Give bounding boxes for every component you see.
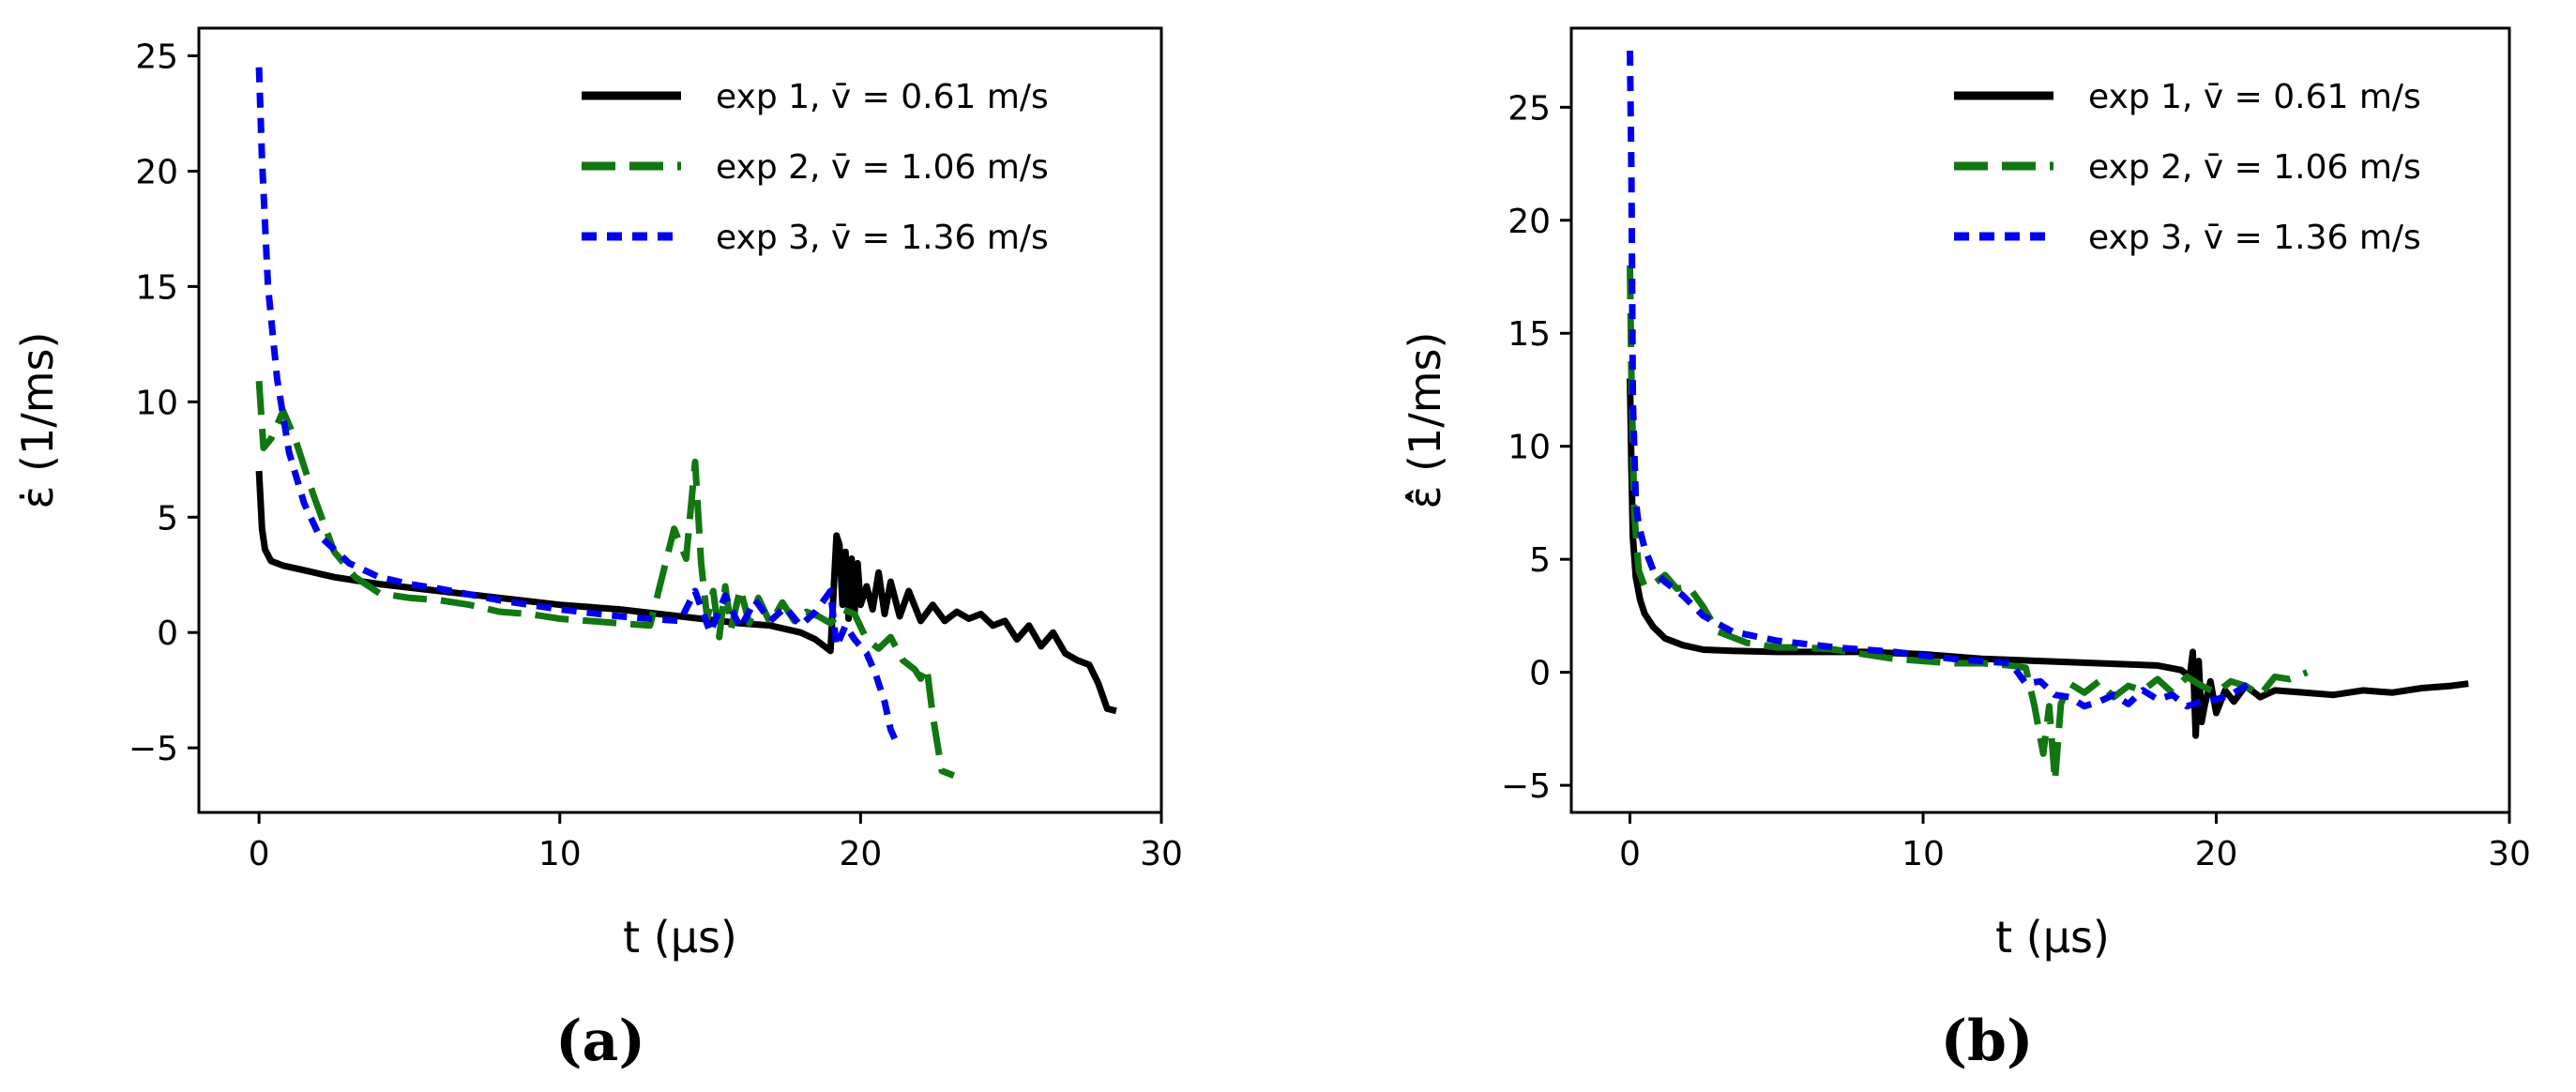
legend-label-exp2: exp 2, v̄ = 1.06 m/s — [716, 148, 1049, 187]
y-tick-label: 5 — [157, 499, 178, 538]
plot-frame — [197, 26, 1163, 814]
y-tick-label: 20 — [135, 153, 178, 191]
legend-label-exp3: exp 3, v̄ = 1.36 m/s — [2088, 219, 2421, 257]
legend-label-exp2: exp 2, v̄ = 1.06 m/s — [2088, 148, 2421, 187]
x-axis-label: t (μs) — [1995, 912, 2110, 963]
legend-label-exp3: exp 3, v̄ = 1.36 m/s — [716, 219, 1049, 257]
x-tick-label: 30 — [2488, 835, 2531, 873]
plot-area — [255, 67, 1117, 779]
x-tick-label: 0 — [249, 835, 270, 873]
y-tick-label: 15 — [1508, 315, 1551, 354]
y-tick-label: 10 — [135, 384, 178, 422]
y-tick-label: 15 — [135, 268, 178, 307]
series-line-exp1 — [1627, 378, 2469, 739]
y-tick-label: 5 — [1529, 541, 1551, 580]
x-tick-label: 30 — [1140, 835, 1183, 873]
series-line-exp1 — [255, 470, 1117, 715]
panel-label: (b) — [1941, 1009, 2034, 1074]
y-tick-label: 25 — [135, 38, 178, 77]
legend: exp 1, v̄ = 0.61 m/s exp 2, v̄ = 1.06 m/s… — [1954, 78, 2421, 257]
x-tick-label: 20 — [2195, 835, 2238, 873]
legend: exp 1, v̄ = 0.61 m/s exp 2, v̄ = 1.06 m/s… — [582, 78, 1049, 257]
plot-frame — [1569, 26, 2511, 814]
y-tick-label: 25 — [1508, 89, 1551, 128]
y-tick-label: −5 — [1501, 767, 1551, 806]
y-tick-label: 20 — [1508, 203, 1551, 241]
plot-area — [1627, 51, 2469, 784]
panel-label: (a) — [555, 1009, 645, 1074]
x-tick-label: 10 — [538, 835, 582, 873]
y-tick-label: −5 — [129, 730, 178, 768]
y-axis-label: ε̇ (1/ms) — [12, 332, 63, 509]
y-tick-label: 10 — [1508, 429, 1551, 467]
series-line-exp3 — [255, 67, 901, 745]
series-line-exp3 — [1627, 51, 2256, 710]
y-tick-label: 0 — [157, 614, 178, 653]
x-tick-label: 20 — [839, 835, 882, 873]
x-tick-label: 10 — [1902, 835, 1945, 873]
x-axis-label: t (μs) — [623, 912, 737, 963]
y-tick-label: 0 — [1529, 655, 1551, 693]
legend-label-exp1: exp 1, v̄ = 0.61 m/s — [2088, 78, 2421, 116]
chart-a: 0 10 20 30 −5 0 5 10 15 20 25 t (μs) ε̇ (1/ms) exp 1,… — [12, 26, 1183, 1074]
series-line-exp2 — [1627, 265, 2309, 784]
legend-label-exp1: exp 1, v̄ = 0.61 m/s — [716, 78, 1049, 116]
y-axis-label: ε̂̇ (1/ms) — [1400, 332, 1450, 509]
chart-b: 0 10 20 30 −5 0 5 10 15 20 25 t (μs) ε̂̇ (1/ms) exp 1… — [1400, 26, 2531, 1074]
x-tick-label: 0 — [1619, 835, 1641, 873]
